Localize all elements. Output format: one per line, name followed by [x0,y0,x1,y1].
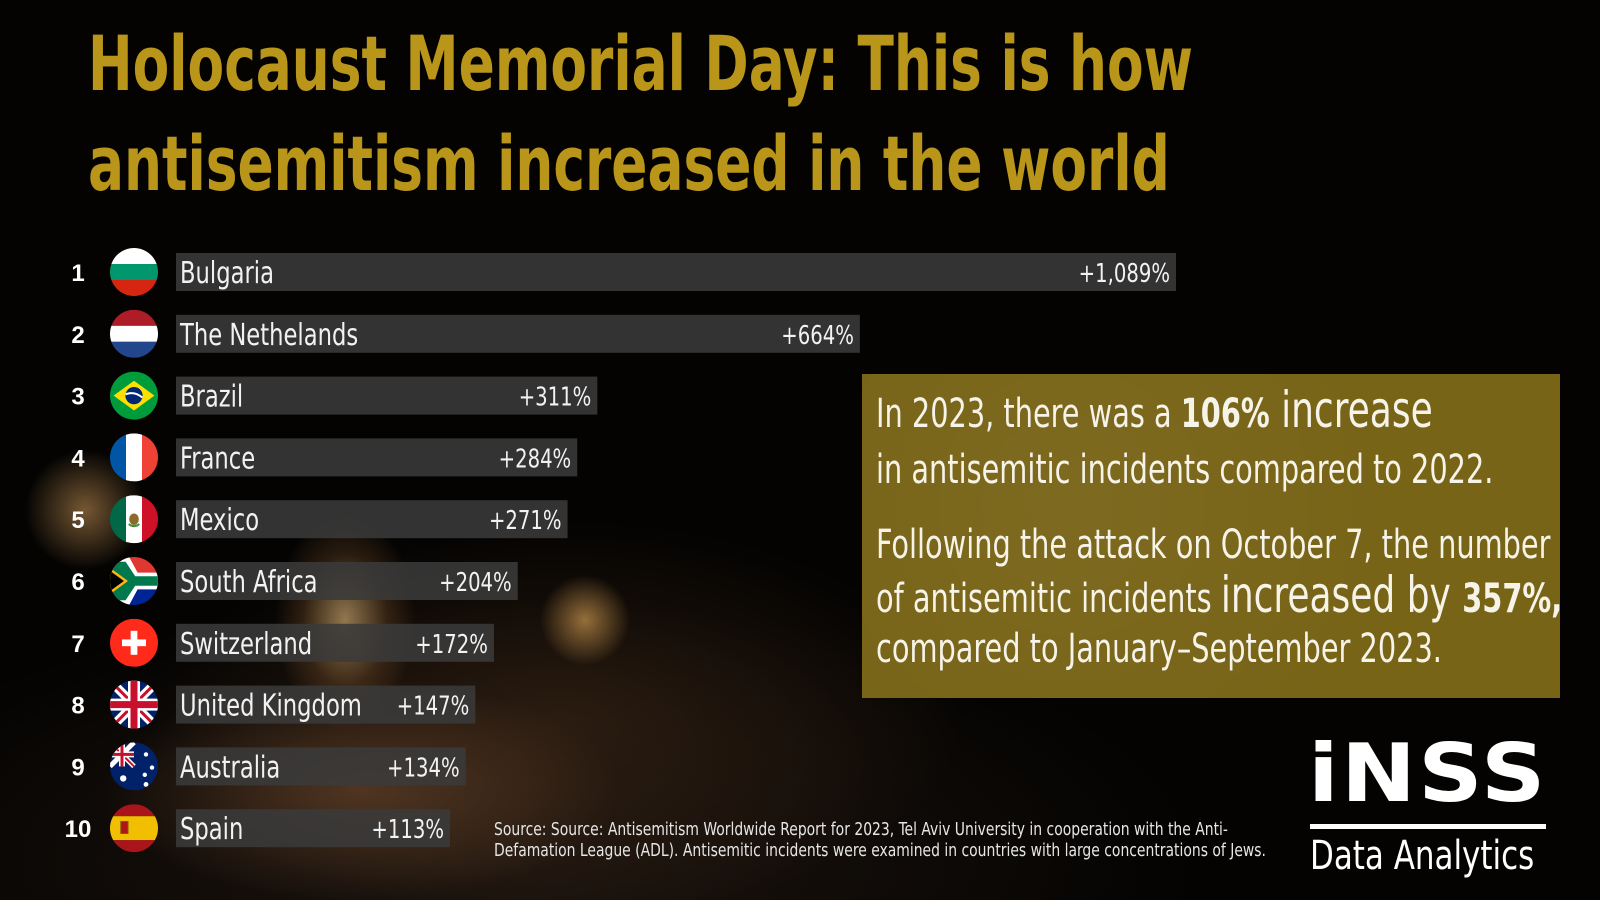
bar [176,314,860,353]
callout-line: Following the attack on October 7, the n… [876,522,1551,568]
bar [176,253,1176,291]
value-label: +147% [397,691,470,721]
value-label: +1,089% [1079,258,1170,288]
country-label: Spain [180,811,243,847]
france-flag-icon [110,433,158,482]
rank-number: 9 [71,754,84,781]
inss-logo: iNSS Data Analytics [1308,732,1558,887]
country-label: Bulgaria [180,255,274,291]
chart-row: 10 Spain +113% [65,804,451,853]
bar [176,809,451,848]
bar [176,562,518,600]
bulgaria-flag-icon [110,248,158,296]
page-title: Holocaust Memorial Day: This is how anti… [88,14,1193,214]
chart-row: 3 Brazil +311% [71,371,598,420]
rank-number: 1 [71,260,84,287]
rank-number: 8 [71,693,84,720]
source-note: Source: Source: Antisemitism Worldwide R… [494,819,1268,861]
callout-highlight-word: increased by [1220,566,1463,624]
australia-flag-icon [110,742,158,791]
country-label: France [180,440,255,476]
callout-line: In 2023, there was a 106% increase [876,382,1493,442]
callout-line: compared to January–September 2023. [876,626,1442,672]
value-label: +271% [489,505,562,535]
spain-flag-icon [110,804,158,853]
brazil-flag-icon [110,371,158,420]
value-label: +113% [371,814,444,844]
rank-number: 7 [71,631,84,658]
title-line-1: Holocaust Memorial Day: This is how [88,19,1193,108]
logo-mark: iNSS [1308,727,1548,820]
callout-highlight-percent: 357%, [1462,576,1563,622]
summary-callout: In 2023, there was a 106% increase in an… [862,374,1562,698]
value-label: +204% [439,567,512,597]
mexico-flag-icon [110,495,158,544]
chart-row: 6 South Africa +204% [71,557,518,605]
callout-line: in antisemitic incidents compared to 202… [876,447,1494,493]
country-label: Switzerland [180,626,312,662]
switzerland-flag-icon [110,618,158,667]
bar [176,623,494,662]
source-line-2: Defamation League (ADL). Antisemitic inc… [494,840,1266,861]
rank-number: 2 [71,322,84,349]
logo-subtitle: Data Analytics [1310,833,1535,879]
united-kingdom-flag-icon [110,680,158,729]
bar [176,747,466,786]
rank-number: 5 [71,507,84,534]
south-africa-flag-icon [110,557,158,605]
callout-paragraph-2: Following the attack on October 7, the n… [876,520,1600,674]
rank-number: 4 [71,445,85,472]
country-label: United Kingdom [180,687,362,723]
logo-divider [1310,824,1546,829]
country-label: Brazil [180,378,243,414]
callout-line: of antisemitic incidents increased by 35… [876,570,1562,624]
callout-paragraph-1: In 2023, there was a 106% increase in an… [876,382,1600,498]
country-label: South Africa [180,564,318,600]
callout-highlight-word: increase [1269,381,1433,439]
chart-row: 9 Australia +134% [71,742,466,791]
chart-row: 7 Switzerland +172% [71,618,494,667]
value-label: +664% [781,320,854,350]
value-label: +311% [519,382,592,412]
chart-row: 2 The Nethelands +664% [71,309,860,358]
callout-text: In 2023, there was a [876,391,1181,437]
chart-row: 8 United Kingdom +147% [71,680,476,729]
value-label: +134% [387,753,460,783]
rank-number: 10 [65,816,92,843]
callout-highlight-percent: 106% [1180,391,1270,437]
netherlands-flag-icon [110,309,158,358]
country-label: The Nethelands [179,317,358,353]
callout-text: of antisemitic incidents [876,576,1221,622]
chart-row: 1 Bulgaria +1,089% [71,248,1176,296]
chart-row: 4 France +284% [71,433,578,482]
source-line-1: Source: Source: Antisemitism Worldwide R… [494,819,1228,840]
country-label: Australia [180,749,280,785]
bar [176,438,578,477]
rank-number: 6 [71,569,84,596]
rank-number: 3 [71,384,84,411]
bar [176,500,568,539]
chart-row: 5 Mexico +271% [71,495,568,544]
value-label: +284% [499,444,572,474]
country-label: Mexico [180,502,259,538]
title-line-2: antisemitism increased in the world [88,119,1170,208]
bar [176,376,598,415]
bar [176,685,476,724]
value-label: +172% [415,629,488,659]
